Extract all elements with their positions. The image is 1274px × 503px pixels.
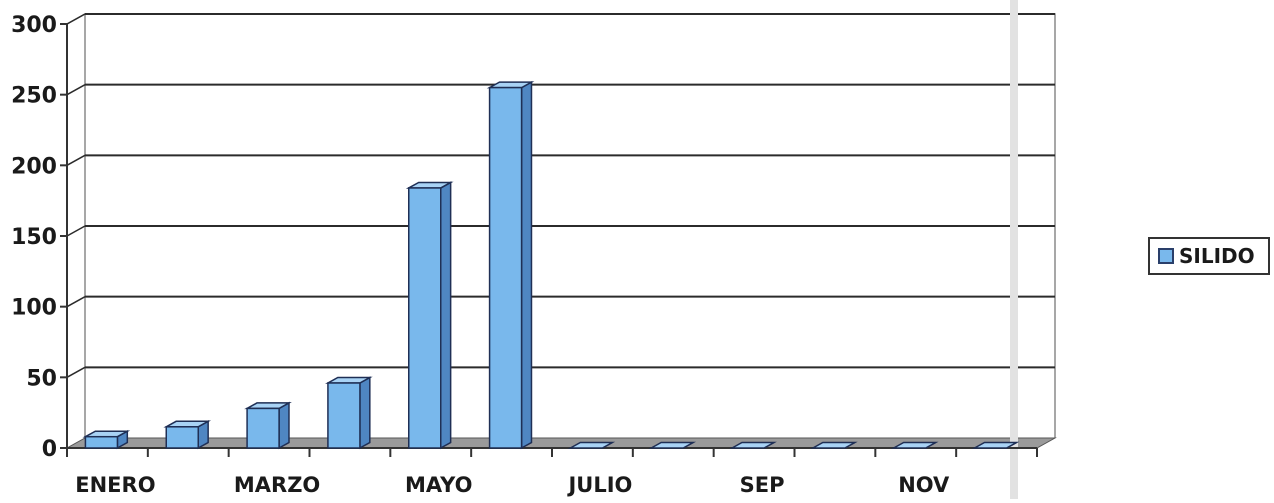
bar xyxy=(890,441,939,449)
y-tick-label: 250 xyxy=(11,84,57,109)
bar-front xyxy=(408,187,442,449)
bar xyxy=(405,181,454,450)
y-tick-label: 150 xyxy=(11,225,57,250)
bar xyxy=(729,441,777,449)
bar-side xyxy=(440,181,452,450)
axis-labels: 0 50 100 150 200 250 300 ENERO MARZO MAYO JULIO SEP… xyxy=(11,13,950,497)
bar xyxy=(648,441,697,449)
y-tick-label: 50 xyxy=(26,366,57,391)
bar-top xyxy=(648,441,697,449)
gridline-side xyxy=(66,13,86,25)
bar xyxy=(244,401,292,450)
bar-top xyxy=(567,441,616,449)
gridline-side xyxy=(66,366,86,378)
bar-front xyxy=(246,407,280,449)
bar-top xyxy=(890,441,939,449)
bar-top xyxy=(971,441,1020,449)
legend: SILIDO xyxy=(1148,237,1270,275)
bar xyxy=(810,441,858,449)
bars xyxy=(82,80,1020,450)
x-tick-label: MARZO xyxy=(234,473,320,497)
x-tick-label: SEP xyxy=(740,473,785,497)
bar-side xyxy=(520,80,533,450)
bar-top xyxy=(729,441,777,449)
page-edge-shadow xyxy=(1010,0,1018,499)
bar xyxy=(486,80,535,450)
legend-swatch xyxy=(1158,248,1174,264)
bar-front xyxy=(327,382,361,449)
bar-front xyxy=(165,426,199,449)
gridline-side xyxy=(66,225,86,237)
bar-top xyxy=(810,441,858,449)
bar xyxy=(163,420,212,450)
x-tick-label: JULIO xyxy=(566,473,632,497)
bar-front xyxy=(488,86,523,449)
y-tick-label: 100 xyxy=(11,296,57,321)
gridlines xyxy=(65,0,1057,499)
bar-side xyxy=(359,376,371,450)
bar xyxy=(82,429,131,450)
gridline-side xyxy=(66,154,86,166)
bar xyxy=(567,441,616,449)
x-tick-label: MAYO xyxy=(405,473,472,497)
x-tick-label: ENERO xyxy=(75,473,155,497)
bar-front xyxy=(84,435,119,449)
legend-label: SILIDO xyxy=(1179,244,1255,268)
bar xyxy=(971,441,1020,449)
y-tick-label: 300 xyxy=(11,13,57,38)
x-tick-label: NOV xyxy=(898,473,950,497)
y-tick-label: 200 xyxy=(11,154,57,179)
axes xyxy=(60,23,1038,457)
y-tick-label: 0 xyxy=(42,437,57,462)
bar-side xyxy=(278,401,290,450)
gridline-side xyxy=(66,84,86,96)
bar xyxy=(325,376,373,450)
gridline-side xyxy=(66,296,86,308)
